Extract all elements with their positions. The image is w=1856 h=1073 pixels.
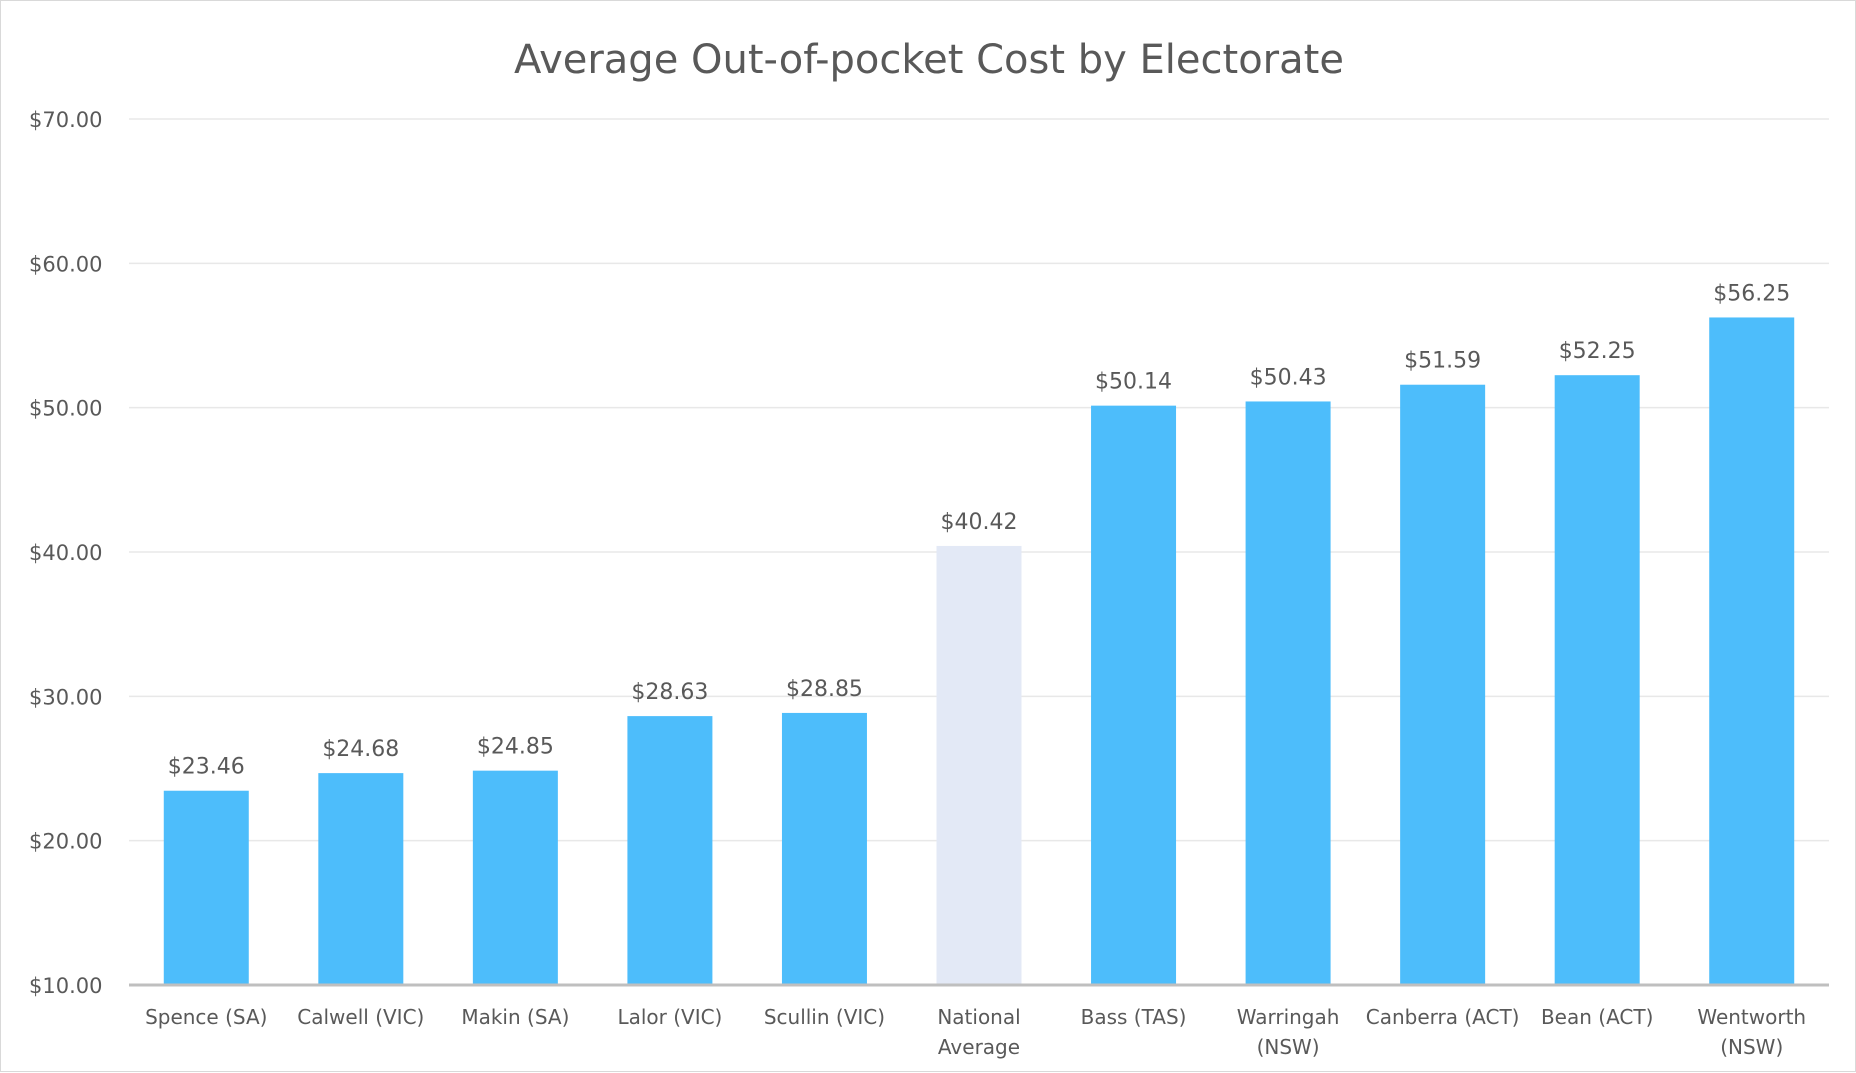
- data-label: $40.42: [941, 510, 1018, 535]
- category-label-line: Scullin (VIC): [764, 1005, 885, 1029]
- category-label: National Average: [937, 1005, 1020, 1059]
- category-label-line: Bass (TAS): [1081, 1005, 1187, 1029]
- y-tick-label: $20.00: [29, 830, 102, 854]
- y-tick-label: $70.00: [29, 108, 102, 132]
- data-label: $52.25: [1559, 339, 1636, 364]
- data-label: $24.85: [477, 735, 554, 760]
- bars: [163, 317, 1795, 986]
- category-label: Bean (ACT): [1541, 1005, 1653, 1029]
- y-axis-ticks: $10.00 $20.00 $30.00 $40.00 $50.00 $60.00 $70.…: [29, 108, 102, 998]
- category-label-line: Bean (ACT): [1541, 1005, 1653, 1029]
- data-labels: $23.46 $24.68 $24.85 $28.63 $28.85 $40.42 $50.…: [168, 281, 1790, 779]
- category-label-line: Canberra (ACT): [1366, 1005, 1520, 1029]
- bar: [1091, 405, 1177, 985]
- category-label-line: Lalor (VIC): [617, 1005, 722, 1029]
- category-label: Canberra (ACT): [1366, 1005, 1520, 1029]
- category-label: Bass (TAS): [1081, 1005, 1187, 1029]
- category-label-line: Makin (SA): [461, 1005, 569, 1029]
- y-tick-label: $40.00: [29, 541, 102, 565]
- category-label: Lalor (VIC): [617, 1005, 722, 1029]
- data-label: $24.68: [322, 737, 399, 762]
- category-label: Makin (SA): [461, 1005, 569, 1029]
- bar: [318, 773, 404, 985]
- category-labels: Spence (SA) Calwell (VIC) Makin (SA) Lalor …: [145, 1005, 1806, 1059]
- category-label: Warringah (NSW): [1237, 1005, 1340, 1059]
- bar: [472, 770, 558, 985]
- category-label-line: Average: [938, 1035, 1020, 1059]
- y-tick-label: $10.00: [29, 974, 102, 998]
- y-tick-label: $30.00: [29, 685, 102, 709]
- data-label: $56.25: [1713, 281, 1790, 306]
- bar: [781, 712, 867, 985]
- data-label: $28.85: [786, 677, 863, 702]
- bar: [627, 716, 713, 985]
- data-label: $28.63: [631, 680, 708, 705]
- category-label-line: Wentworth: [1697, 1005, 1806, 1029]
- category-label-line: Calwell (VIC): [297, 1005, 424, 1029]
- data-label: $50.14: [1095, 370, 1172, 395]
- category-label: Calwell (VIC): [297, 1005, 424, 1029]
- category-label-line: Spence (SA): [145, 1005, 267, 1029]
- category-label: Wentworth (NSW): [1697, 1005, 1806, 1059]
- bar: [1245, 401, 1331, 985]
- bar: [1709, 317, 1795, 985]
- data-label: $50.43: [1250, 365, 1327, 390]
- data-label: $51.59: [1404, 349, 1481, 374]
- bar: [1400, 384, 1486, 985]
- y-tick-label: $50.00: [29, 397, 102, 421]
- category-label-line: (NSW): [1257, 1035, 1320, 1059]
- bar: [1554, 375, 1640, 986]
- data-label: $23.46: [168, 755, 245, 780]
- bar: [936, 545, 1022, 985]
- chart-title: Average Out-of-pocket Cost by Electorate: [514, 37, 1344, 83]
- y-tick-label: $60.00: [29, 252, 102, 276]
- bar: [163, 790, 249, 985]
- category-label-line: (NSW): [1720, 1035, 1783, 1059]
- category-label-line: National: [937, 1005, 1020, 1029]
- category-label: Scullin (VIC): [764, 1005, 885, 1029]
- category-label-line: Warringah: [1237, 1005, 1340, 1029]
- category-label: Spence (SA): [145, 1005, 267, 1029]
